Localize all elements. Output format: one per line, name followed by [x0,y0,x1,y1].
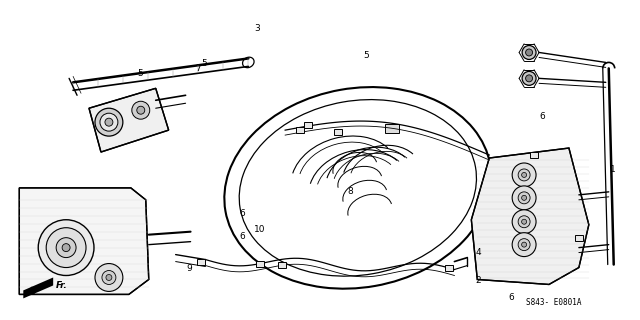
Text: 6: 6 [508,293,514,302]
Circle shape [512,233,536,257]
Text: 5: 5 [363,51,369,60]
Circle shape [522,45,536,60]
Polygon shape [19,188,148,294]
Text: 3: 3 [255,24,260,33]
Circle shape [512,210,536,234]
Circle shape [512,186,536,210]
FancyBboxPatch shape [278,261,286,268]
Circle shape [132,101,150,119]
Text: 5: 5 [201,59,207,68]
Text: 10: 10 [253,225,265,234]
Polygon shape [23,277,53,298]
Circle shape [56,238,76,258]
Circle shape [518,239,530,251]
Circle shape [62,244,70,252]
FancyBboxPatch shape [334,129,342,135]
Circle shape [522,172,527,177]
Circle shape [522,242,527,247]
Circle shape [105,118,113,126]
Circle shape [137,106,145,114]
Circle shape [522,219,527,224]
FancyBboxPatch shape [304,122,312,128]
FancyBboxPatch shape [575,235,583,241]
Text: 4: 4 [476,248,481,257]
Circle shape [518,216,530,228]
Circle shape [106,275,112,280]
Circle shape [100,113,118,131]
Text: 6: 6 [239,232,245,241]
Text: 2: 2 [476,276,481,285]
Text: 7: 7 [195,64,200,73]
Text: S843- E0801A: S843- E0801A [526,298,582,307]
Circle shape [38,220,94,276]
Circle shape [522,71,536,85]
Text: 1: 1 [611,165,616,174]
FancyBboxPatch shape [196,259,205,265]
Circle shape [518,169,530,181]
FancyBboxPatch shape [256,260,264,267]
Circle shape [46,228,86,268]
Text: 5: 5 [138,69,143,78]
Circle shape [525,49,532,56]
FancyBboxPatch shape [385,124,399,133]
Circle shape [522,195,527,200]
Circle shape [102,270,116,284]
Text: 6: 6 [539,112,545,121]
Text: 8: 8 [348,187,353,196]
Circle shape [95,264,123,292]
FancyBboxPatch shape [445,265,453,270]
FancyBboxPatch shape [296,127,304,133]
Circle shape [95,108,123,136]
Text: 9: 9 [186,264,192,274]
FancyBboxPatch shape [530,152,538,158]
Circle shape [518,192,530,204]
Polygon shape [89,88,169,152]
Text: Fr.: Fr. [56,281,68,290]
Circle shape [525,75,532,82]
Circle shape [512,163,536,187]
Text: 6: 6 [239,209,245,218]
Polygon shape [471,148,589,284]
